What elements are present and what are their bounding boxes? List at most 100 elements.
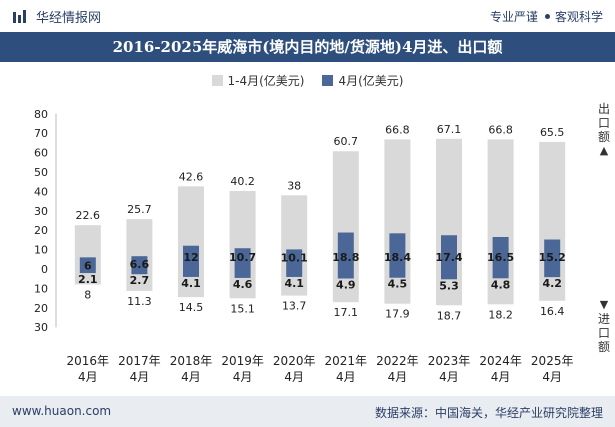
data-label-cumulative-import: 15.1 (230, 302, 255, 315)
bar-monthly-export (183, 245, 199, 269)
bar-monthly-import (492, 269, 509, 279)
data-label-monthly-export: 10.7 (229, 251, 256, 264)
data-label-monthly-import: 4.1 (181, 277, 201, 290)
footer-source: 数据来源：中国海关，华经产业研究院整理 (374, 406, 603, 420)
data-label-cumulative-export: 40.2 (230, 175, 255, 188)
brand-name: 华经情报网 (36, 11, 102, 26)
export-side-label: 出口额 ▲ (597, 102, 611, 158)
bar-monthly-import (337, 269, 354, 279)
bar-monthly-import (389, 269, 406, 278)
data-label-monthly-export: 10.1 (281, 251, 308, 264)
chart-plot: 80 70 60 50 40 30 20 10 0 10 20 30 22.6 8 62.1 2016年 4月 2… (34, 108, 574, 384)
chart-title: 2016-2025年威海市(境内目的地/货源地)4月进、出口额 (0, 32, 615, 62)
data-label-monthly-import: 4.1 (284, 277, 304, 290)
data-label-monthly-import: 5.3 (439, 279, 459, 292)
legend-label-cumulative: 1-4月(亿美元) (227, 74, 305, 88)
x-tick-label-month: 4月 (181, 370, 201, 384)
data-label-cumulative-import: 17.9 (385, 308, 410, 321)
bar-monthly-export (337, 232, 354, 269)
y-tick-label: 20 (34, 224, 48, 237)
bar-monthly-export (544, 239, 561, 269)
y-tick-label: 40 (34, 185, 48, 198)
y-tick-label: 20 (34, 302, 48, 315)
legend-label-monthly: 4月(亿美元) (338, 74, 404, 88)
import-side-label: ▼ 进口额 (597, 298, 611, 354)
data-label-monthly-import: 2.1 (78, 273, 98, 286)
data-label-cumulative-import: 14.5 (179, 301, 204, 314)
y-tick-label: 60 (34, 147, 48, 160)
chart-logo-icon (13, 9, 26, 23)
data-label-cumulative-export: 22.6 (76, 209, 101, 222)
data-label-monthly-export: 18.8 (332, 251, 359, 264)
data-label-monthly-export: 15.2 (539, 251, 566, 264)
bar-monthly-import (286, 269, 303, 277)
legend-swatch-cumulative (211, 75, 223, 86)
bar-monthly-export (79, 257, 96, 269)
bar-monthly-export (389, 233, 406, 269)
x-tick-label-year: 2021年 (325, 354, 368, 368)
data-label-monthly-import: 4.5 (388, 278, 408, 291)
x-tick-label-month: 4月 (233, 370, 253, 384)
data-label-monthly-import: 2.7 (130, 274, 150, 287)
x-tick-label-month: 4月 (130, 370, 150, 384)
y-tick-label: 0 (41, 263, 48, 276)
y-tick-label: 50 (34, 166, 48, 179)
bar-monthly-import (79, 269, 96, 274)
x-tick-label-month: 4月 (284, 370, 304, 384)
y-tick-label: 30 (34, 205, 48, 218)
x-tick-label-year: 2024年 (479, 354, 522, 368)
legend-item-monthly: 4月(亿美元) (322, 72, 403, 89)
legend-swatch-monthly (322, 75, 334, 86)
data-label-cumulative-import: 11.3 (127, 295, 152, 308)
data-label-cumulative-export: 66.8 (488, 123, 513, 136)
bar-monthly-export (441, 235, 457, 269)
x-tick-label-year: 2025年 (531, 354, 574, 368)
x-tick-label-year: 2016年 (67, 354, 110, 368)
footer-url: www.huaon.com (12, 404, 112, 418)
bar-monthly-export (131, 256, 148, 269)
footer: www.huaon.com 数据来源：中国海关，华经产业研究院整理 (0, 396, 615, 427)
data-label-cumulative-import: 18.7 (437, 309, 462, 322)
data-label-monthly-import: 4.2 (542, 277, 562, 290)
brand: 华经情报网 (12, 7, 101, 26)
bar-monthly-export (286, 249, 303, 269)
x-tick-label-month: 4月 (439, 370, 459, 384)
export-side-text: 出口额 (597, 102, 610, 144)
data-label-cumulative-export: 65.5 (540, 126, 565, 139)
x-tick-label-year: 2020年 (273, 354, 316, 368)
x-tick-label-month: 4月 (388, 370, 408, 384)
legend-item-cumulative: 1-4月(亿美元) (211, 72, 305, 89)
data-label-monthly-export: 12 (183, 251, 198, 264)
data-label-monthly-import: 4.8 (491, 278, 511, 291)
data-label-cumulative-import: 16.4 (540, 305, 565, 318)
y-tick-label: 30 (34, 321, 48, 334)
x-tick-label-month: 4月 (491, 370, 511, 384)
data-label-monthly-export: 6.6 (130, 258, 150, 271)
chart-legend: 1-4月(亿美元) 4月(亿美元) (0, 72, 615, 89)
data-label-monthly-export: 17.4 (435, 251, 462, 264)
x-tick-label-year: 2018年 (170, 354, 213, 368)
bar-monthly-import (441, 269, 457, 280)
bar-monthly-export (492, 236, 509, 269)
triangle-up-icon: ▲ (599, 144, 609, 157)
data-label-cumulative-import: 13.7 (282, 300, 307, 313)
data-label-monthly-import: 4.9 (336, 279, 356, 292)
bar-cumulative-import (126, 269, 153, 291)
bar-monthly-export (234, 248, 251, 269)
x-tick-label-year: 2022年 (376, 354, 419, 368)
y-tick-label: 70 (34, 127, 48, 140)
x-tick-label-month: 4月 (78, 370, 98, 384)
bar-monthly-import (183, 269, 199, 277)
data-label-cumulative-import: 18.2 (488, 308, 513, 321)
data-label-cumulative-export: 66.8 (385, 123, 410, 136)
data-label-cumulative-import: 17.1 (334, 306, 359, 319)
data-label-cumulative-export: 60.7 (334, 135, 359, 148)
x-tick-label-year: 2023年 (428, 354, 471, 368)
y-tick-label: 10 (34, 244, 48, 257)
data-label-cumulative-export: 42.6 (179, 170, 204, 183)
data-label-monthly-export: 6 (84, 259, 92, 272)
bar-monthly-import (234, 269, 251, 278)
data-label-monthly-export: 16.5 (487, 251, 514, 264)
x-tick-label-month: 4月 (542, 370, 562, 384)
top-bar: 华经情报网 专业严谨 客观科学 (0, 0, 615, 32)
